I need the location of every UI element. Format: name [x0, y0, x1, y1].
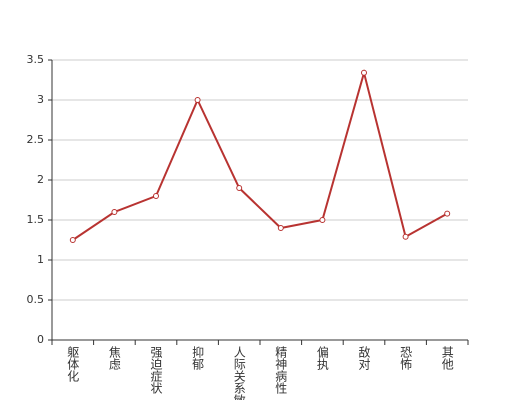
point [153, 193, 159, 199]
point [319, 217, 326, 223]
y-tick-label: 0 [37, 333, 44, 346]
x-tick-label: 偏执 [315, 345, 329, 371]
point [402, 233, 409, 240]
x-tick-label: 抑郁 [191, 345, 205, 371]
line [72, 68, 448, 241]
y-tick-label: 3.5 [27, 53, 45, 66]
point [194, 97, 201, 103]
point [236, 185, 243, 191]
y-tick-label: 0.5 [27, 293, 45, 306]
x-tick-label: 人际关系敏感 [232, 346, 246, 400]
x-tick-label: 精神病性 [274, 346, 288, 395]
y-tick-label: 1 [37, 253, 44, 266]
x-tick-label: 躯体化 [66, 345, 80, 383]
x-tick-label: 强迫症状 [149, 346, 163, 394]
x-tick-label: 敌对 [357, 345, 371, 370]
x-tick-label: 恐怖 [399, 346, 413, 370]
point [444, 210, 451, 217]
point [69, 237, 76, 243]
y-tick-label: 2 [37, 173, 44, 186]
y-tick-label: 1.5 [27, 213, 45, 226]
y-tick-label: 3 [37, 93, 44, 106]
y-tick-label: 2.5 [27, 133, 45, 146]
point [361, 69, 367, 76]
x-tick-label: 焦虑 [107, 346, 121, 370]
point [277, 225, 284, 231]
point [111, 209, 118, 215]
x-tick-label: 其他 [440, 346, 454, 370]
